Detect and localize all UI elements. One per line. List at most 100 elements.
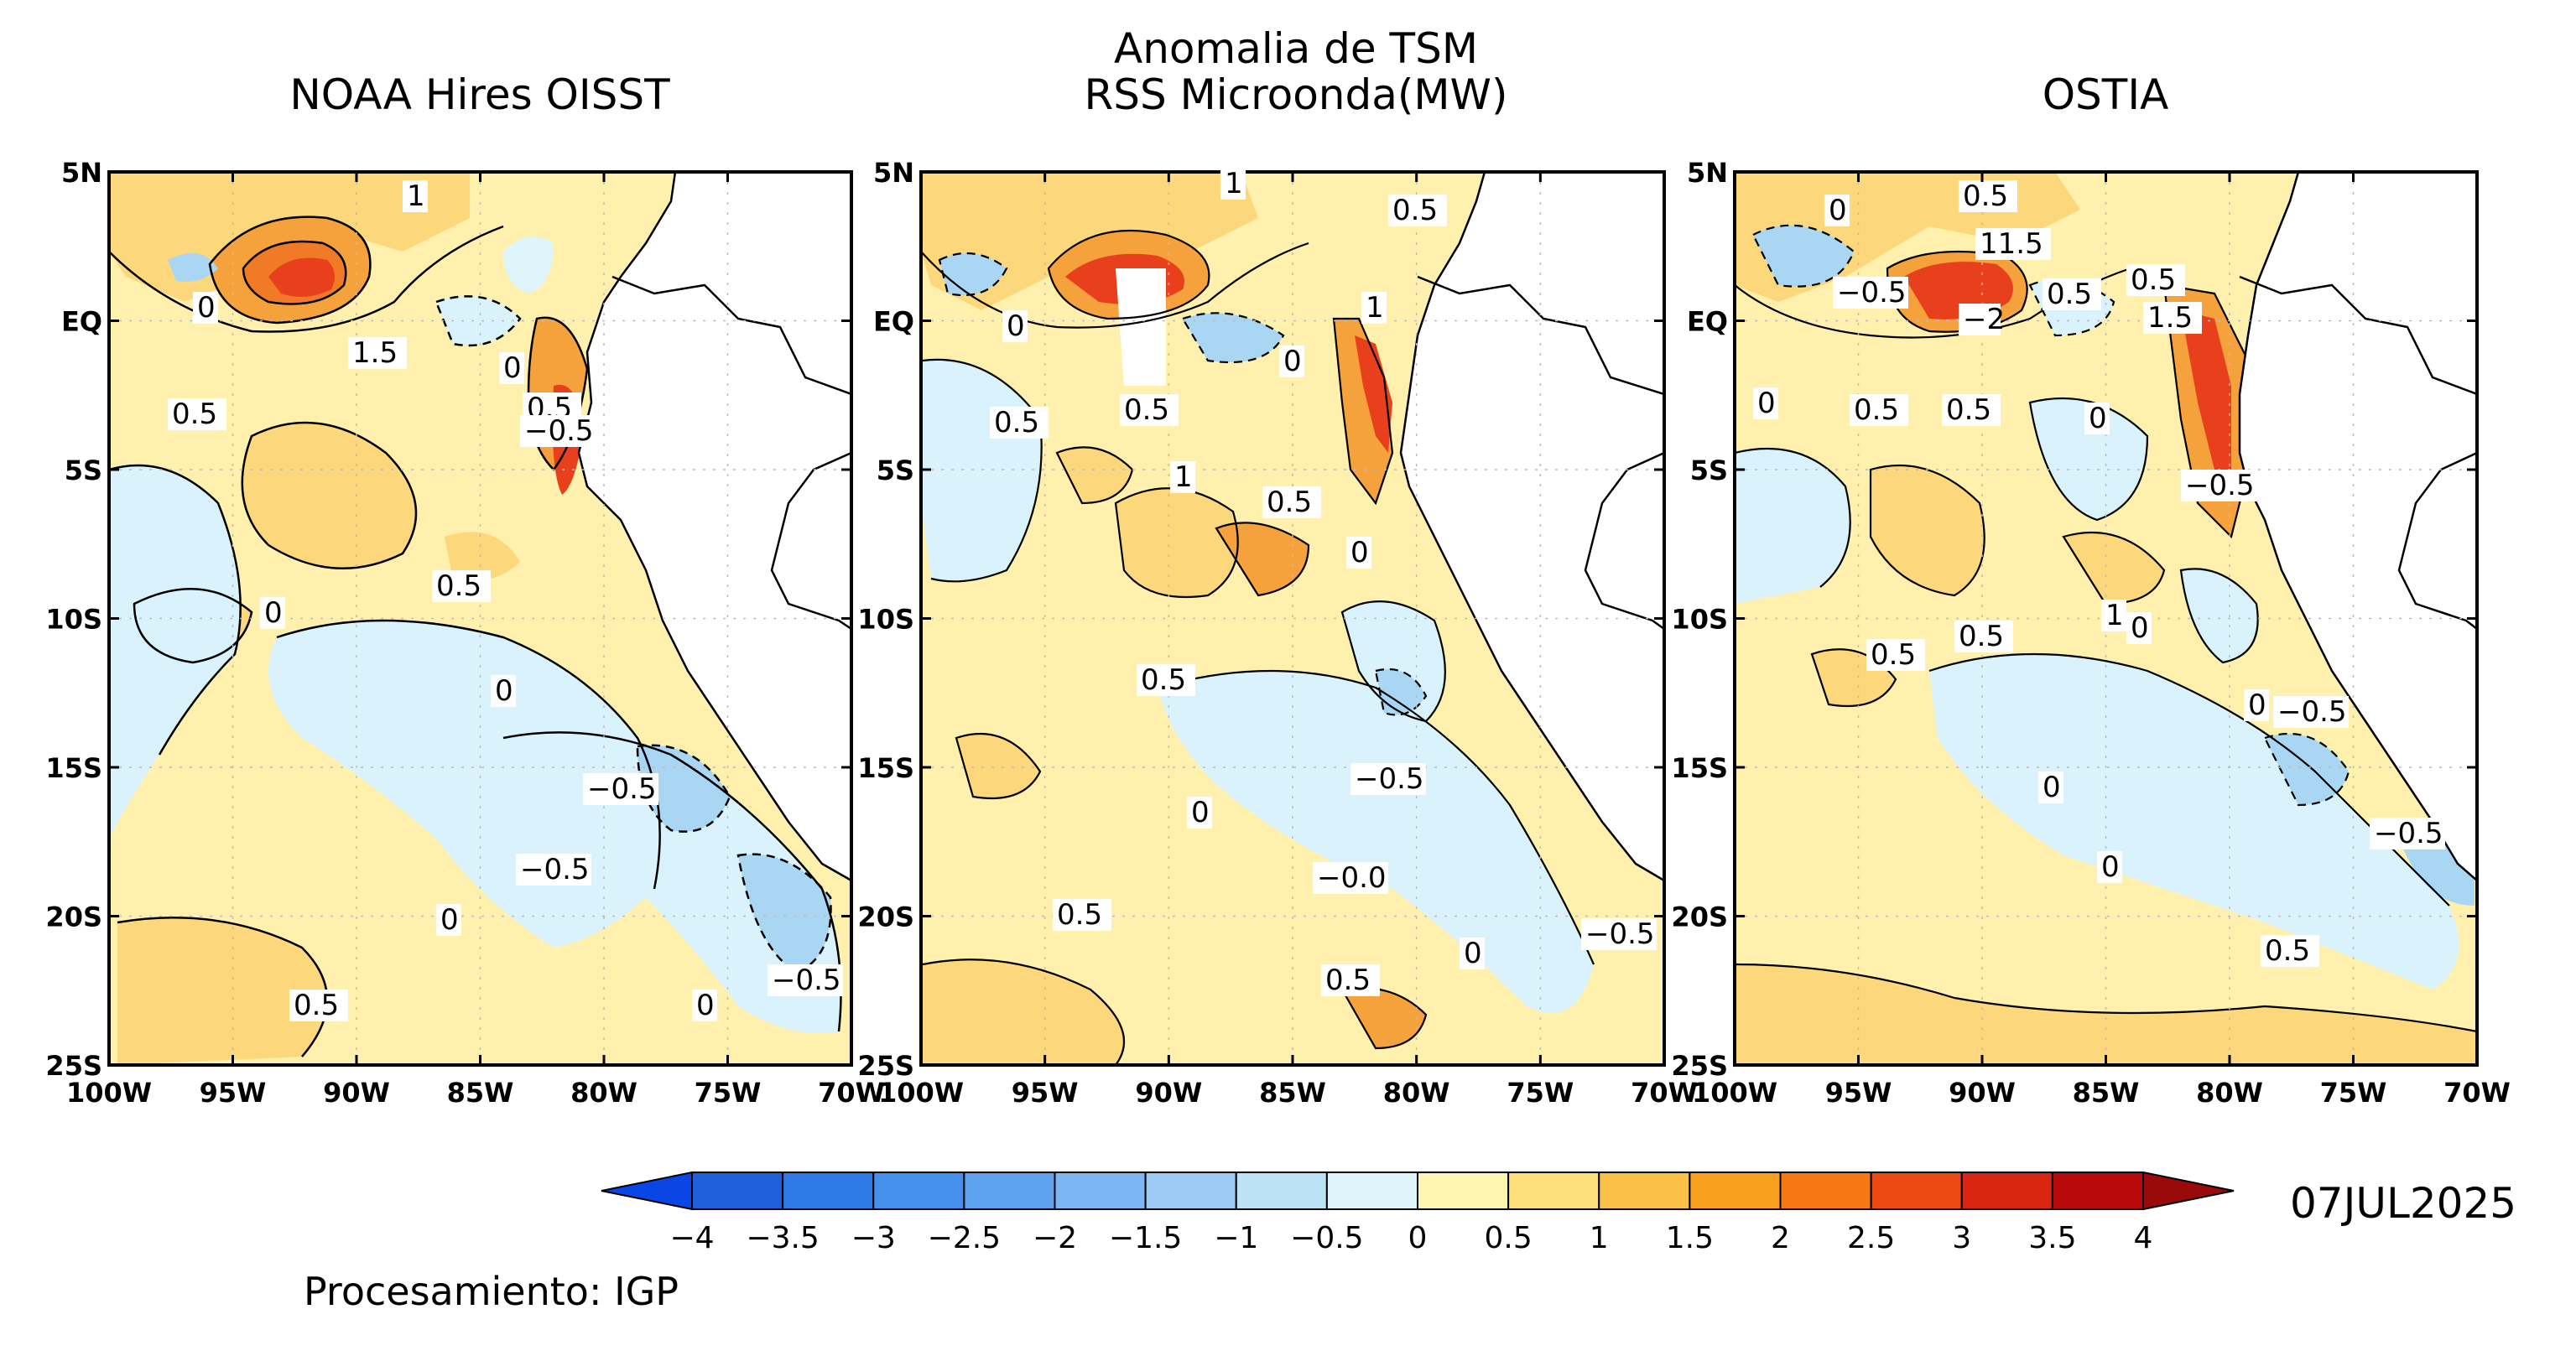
contour-label-bg <box>260 597 285 629</box>
contour-label: 0 <box>503 351 522 385</box>
colorbar-label: −1.5 <box>1109 1221 1182 1255</box>
lon-tick-label: 85W <box>1259 1077 1326 1109</box>
main-title-line1: Anomalia de TSM <box>1114 24 1478 73</box>
colorbar-label: 0 <box>1408 1221 1428 1255</box>
contour-label-bg <box>1137 664 1195 696</box>
contour-label: −2 <box>1963 303 2005 336</box>
contour-label: 0.5 <box>1959 620 2004 653</box>
contour-label-bg <box>1321 964 1380 996</box>
contour-label-bg <box>1942 394 2001 426</box>
colorbar-swatch <box>1870 1172 1963 1210</box>
lon-tick-label: 95W <box>1825 1077 1892 1109</box>
contour-label: 1 <box>1174 460 1193 494</box>
contour-label-bg <box>1753 387 1778 419</box>
colorbar-swatch <box>1689 1172 1782 1210</box>
contour-label: 0.5 <box>172 397 217 431</box>
contour-label-bg <box>1262 486 1321 518</box>
contour-label: 0 <box>1283 345 1302 378</box>
contour-label-bg <box>1279 345 1304 377</box>
colorbar-label: −4 <box>669 1221 714 1255</box>
contour-label: 0.5 <box>2265 934 2310 968</box>
contour-label: 0.5 <box>1267 486 1312 519</box>
lon-tick-label: 95W <box>200 1077 267 1109</box>
contour-label: 0.5 <box>436 569 481 603</box>
contour-label-bg <box>1120 394 1179 426</box>
contour-label-bg <box>2038 772 2063 803</box>
lon-tick-label: 70W <box>818 1077 885 1109</box>
colorbar-swatch <box>1507 1172 1600 1210</box>
lon-tick-label: 75W <box>2320 1077 2387 1109</box>
lat-tick-label: 5N <box>1687 157 1728 189</box>
lat-tick-label: 25S <box>857 1050 914 1082</box>
contour-label-bg <box>2084 403 2110 434</box>
contour-label: 0 <box>1464 937 1482 970</box>
contour-label-bg <box>2143 302 2202 334</box>
lat-tick-label: 5S <box>877 455 914 486</box>
lat-tick-label: 20S <box>45 901 102 933</box>
contour-label-bg <box>516 854 591 886</box>
contour-label-bg <box>1346 537 1371 569</box>
contour-label-bg <box>491 675 516 707</box>
lat-tick-label: 5N <box>61 157 102 189</box>
contour-label: 1.5 <box>352 336 398 370</box>
contour-label: 0 <box>1829 194 1847 227</box>
contour-label-bg <box>1824 195 1850 226</box>
contour-label-bg <box>1954 621 2013 652</box>
contour-label-bg <box>1833 277 1908 309</box>
contour-label: −0.5 <box>1355 762 1424 796</box>
contour-label: 0.5 <box>2047 278 2092 311</box>
lon-tick-label: 80W <box>570 1077 637 1109</box>
colorbar-swatch <box>782 1172 875 1210</box>
lon-tick-label: 90W <box>1135 1077 1202 1109</box>
contour-label: 0 <box>2101 850 2120 884</box>
contour-label-bg <box>1313 862 1388 894</box>
lon-tick-label: 100W <box>1692 1077 1777 1109</box>
lat-tick-label: 10S <box>45 604 102 636</box>
colorbar-swatch <box>2051 1172 2144 1210</box>
colorbar-swatch <box>963 1172 1056 1210</box>
contour-label: 0.5 <box>1124 393 1169 427</box>
contour-label: −0.0 <box>1317 861 1387 895</box>
colorbar-over-arrow <box>2142 1171 2235 1211</box>
colorbar-label: 1 <box>1590 1221 1609 1255</box>
contour-label-bg <box>499 352 524 384</box>
contour-label-bg <box>193 292 218 324</box>
colorbar-label: −3.5 <box>746 1221 819 1255</box>
contour-label-bg <box>583 773 658 805</box>
contour-label-bg <box>436 904 461 936</box>
lon-tick-label: 75W <box>1507 1077 1574 1109</box>
contour-label-bg <box>1170 461 1195 493</box>
contour-label: 0.5 <box>1871 638 1916 672</box>
colorbar-label: 1.5 <box>1666 1221 1714 1255</box>
main-title-line2: RSS Microonda(MW) <box>1085 70 1508 119</box>
lon-tick-label: 90W <box>1949 1077 2016 1109</box>
contour-label: 0 <box>264 596 283 630</box>
colorbar-label: 0.5 <box>1484 1221 1532 1255</box>
contour-label: 0 <box>1191 796 1210 829</box>
contour-label-bg <box>432 570 491 602</box>
contour-label: 0 <box>197 291 216 325</box>
colorbar-swatch <box>1417 1172 1510 1210</box>
contour-label-bg <box>1959 180 2017 212</box>
lon-tick-label: 75W <box>695 1077 762 1109</box>
contour-label: 0 <box>1350 536 1369 569</box>
colorbar-under-arrow <box>601 1171 693 1211</box>
contour-label: 0 <box>440 903 459 937</box>
contour-label: 0.5 <box>1325 964 1371 997</box>
colorbar-swatch <box>872 1172 965 1210</box>
contour-label: 0 <box>2248 688 2266 722</box>
lon-tick-label: 100W <box>878 1077 964 1109</box>
contour-label-bg <box>692 990 717 1021</box>
lat-tick-label: 15S <box>1671 752 1728 784</box>
contour-label-bg <box>1581 918 1657 950</box>
lon-tick-label: 90W <box>323 1077 390 1109</box>
contour-label: 1.5 <box>2147 301 2193 335</box>
lon-tick-label: 95W <box>1012 1077 1079 1109</box>
contour-label-bg <box>168 398 226 430</box>
contour-label: 0 <box>495 674 513 708</box>
date-label: 07JUL2025 <box>2290 1179 2516 1228</box>
contour-label: −0.5 <box>520 853 590 886</box>
contour-label: −0.5 <box>772 964 841 997</box>
contour-label-bg <box>2244 689 2269 721</box>
